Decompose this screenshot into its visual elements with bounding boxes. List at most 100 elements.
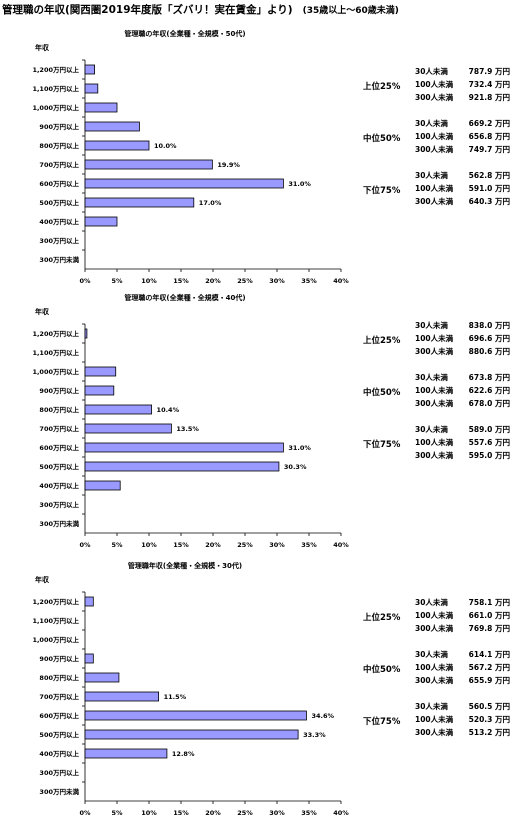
bar	[84, 159, 213, 170]
bar	[84, 178, 284, 189]
salary-row: 100人未満 732.4 万円	[415, 79, 510, 91]
category-label: 1,100万円以上	[32, 348, 79, 357]
x-tick-label: 20%	[205, 277, 221, 285]
tier-label: 中位50%	[363, 388, 401, 398]
data-label: 12.8%	[172, 750, 195, 758]
salary-row: 100人未満 567.2 万円	[415, 662, 510, 674]
category-label: 1,200万円以上	[32, 329, 79, 338]
annual-income-chart-40s: 管理職の年収(全業種・全規模・40代) 年収 0% 5% 10% 15% 20% 25% 30%…	[32, 293, 349, 549]
salary-panel-40s: 上位25% 30人未満 838.0 万円 100人未満 696.6 万円 300人未満 88…	[355, 320, 510, 476]
company-size-label: 100人未満	[415, 715, 454, 724]
data-label: 33.3%	[303, 731, 326, 739]
company-size-label: 300人未満	[415, 728, 454, 737]
salary-row: 300人未満 769.8 万円	[415, 623, 510, 635]
salary-amount: 787.9 万円	[468, 67, 510, 76]
salary-row: 100人未満 661.0 万円	[415, 610, 510, 622]
data-label: 30.3%	[284, 463, 307, 471]
x-tick-label: 25%	[237, 277, 253, 285]
salary-amount: 562.8 万円	[468, 171, 510, 180]
company-size-label: 100人未満	[415, 80, 454, 89]
salary-tier-50s: 中位50% 30人未満 669.2 万円 100人未満 656.8 万円 300人未満 74…	[355, 118, 510, 160]
salary-amount: 520.3 万円	[468, 715, 510, 724]
salary-row: 30人未満 673.8 万円	[415, 372, 510, 384]
category-label: 900万円以上	[39, 122, 79, 131]
bar	[84, 121, 140, 132]
salary-amount: 622.6 万円	[468, 386, 510, 395]
salary-amount: 656.8 万円	[468, 132, 510, 141]
annual-income-chart-50s: 管理職の年収(全業種・全規模・50代) 年収 0% 5% 10% 15% 20% 25% 30%…	[32, 29, 349, 285]
category-label: 800万円以上	[39, 405, 79, 414]
tier-label: 下位75%	[363, 717, 401, 727]
bar	[84, 461, 280, 472]
x-tick-label: 35%	[301, 541, 317, 549]
bar	[84, 691, 159, 702]
salary-tier-30s: 中位50% 30人未満 614.1 万円 100人未満 567.2 万円 300人未満 65…	[355, 649, 510, 691]
category-label: 300万円以上	[39, 236, 79, 245]
salary-amount: 673.8 万円	[468, 373, 510, 382]
category-label: 800万円以上	[39, 141, 79, 150]
salary-tier-40s: 下位75% 30人未満 589.0 万円 100人未満 557.6 万円 300人未満 59…	[355, 424, 510, 466]
salary-tier-50s: 上位25% 30人未満 787.9 万円 100人未満 732.4 万円 300人未満 92…	[355, 66, 510, 108]
x-tick-label: 15%	[173, 541, 189, 549]
bar	[84, 423, 172, 434]
x-tick-label: 30%	[269, 541, 285, 549]
salary-tier-40s: 中位50% 30人未満 673.8 万円 100人未満 622.6 万円 300人未満 67…	[355, 372, 510, 414]
chart-title: 管理職の年収(全業種・全規模・40代)	[124, 293, 245, 302]
company-size-label: 30人未満	[415, 702, 448, 711]
salary-amount: 758.1 万円	[468, 598, 510, 607]
bar	[84, 328, 88, 339]
category-label: 300万円以上	[39, 768, 79, 777]
category-label: 300万円以上	[39, 500, 79, 509]
salary-amount: 678.0 万円	[468, 399, 510, 408]
x-tick-label: 25%	[237, 541, 253, 549]
salary-row: 30人未満 614.1 万円	[415, 649, 510, 661]
company-size-label: 30人未満	[415, 119, 448, 128]
x-tick-label: 5%	[111, 541, 123, 549]
salary-tier-30s: 下位75% 30人未満 560.5 万円 100人未満 520.3 万円 300人未満 51…	[355, 701, 510, 743]
company-size-label: 100人未満	[415, 386, 454, 395]
tier-label: 中位50%	[363, 134, 401, 144]
tier-label: 上位25%	[363, 613, 401, 623]
x-tick-label: 40%	[333, 277, 349, 285]
salary-amount: 838.0 万円	[468, 321, 510, 330]
salary-row: 30人未満 838.0 万円	[415, 320, 510, 332]
x-tick-label: 20%	[205, 541, 221, 549]
salary-amount: 614.1 万円	[468, 650, 510, 659]
salary-row: 100人未満 557.6 万円	[415, 437, 510, 449]
category-label: 400万円以上	[39, 481, 79, 490]
category-label: 1,100万円以上	[32, 84, 79, 93]
salary-row: 30人未満 560.5 万円	[415, 701, 510, 713]
salary-row: 300人未満 921.8 万円	[415, 92, 510, 104]
company-size-label: 300人未満	[415, 399, 454, 408]
salary-amount: 557.6 万円	[468, 438, 510, 447]
category-label: 900万円以上	[39, 386, 79, 395]
x-tick-label: 10%	[141, 541, 157, 549]
category-label: 600万円以上	[39, 443, 79, 452]
tier-label: 上位25%	[363, 336, 401, 346]
salary-amount: 669.2 万円	[468, 119, 510, 128]
salary-amount: 696.6 万円	[468, 334, 510, 343]
tier-label: 上位25%	[363, 82, 401, 92]
bar	[84, 442, 284, 453]
salary-amount: 921.8 万円	[468, 93, 510, 102]
page-title: 管理職の年収(関西圏2019年度版「ズバリ！実在賃金」より) (35歳以上～60歳…	[2, 2, 399, 17]
category-label: 600万円以上	[39, 711, 79, 720]
salary-panel-30s: 上位25% 30人未満 758.1 万円 100人未満 661.0 万円 300人未満 76…	[355, 597, 510, 753]
category-label: 500万円以上	[39, 198, 79, 207]
chart-title: 管理職の年収(全業種・全規模・50代)	[124, 29, 245, 38]
x-tick-label: 25%	[237, 809, 253, 817]
salary-amount: 880.6 万円	[468, 347, 510, 356]
category-label: 300万円未満	[39, 787, 79, 796]
salary-amount: 589.0 万円	[468, 425, 510, 434]
company-size-label: 30人未満	[415, 67, 448, 76]
company-size-label: 300人未満	[415, 624, 454, 633]
x-tick-label: 15%	[173, 277, 189, 285]
salary-row: 100人未満 520.3 万円	[415, 714, 510, 726]
salary-amount: 560.5 万円	[468, 702, 510, 711]
x-tick-label: 0%	[79, 277, 91, 285]
salary-row: 30人未満 562.8 万円	[415, 170, 510, 182]
bar	[84, 596, 94, 607]
bar	[84, 404, 152, 415]
data-label: 19.9%	[217, 161, 240, 169]
category-label: 300万円未満	[39, 255, 79, 264]
